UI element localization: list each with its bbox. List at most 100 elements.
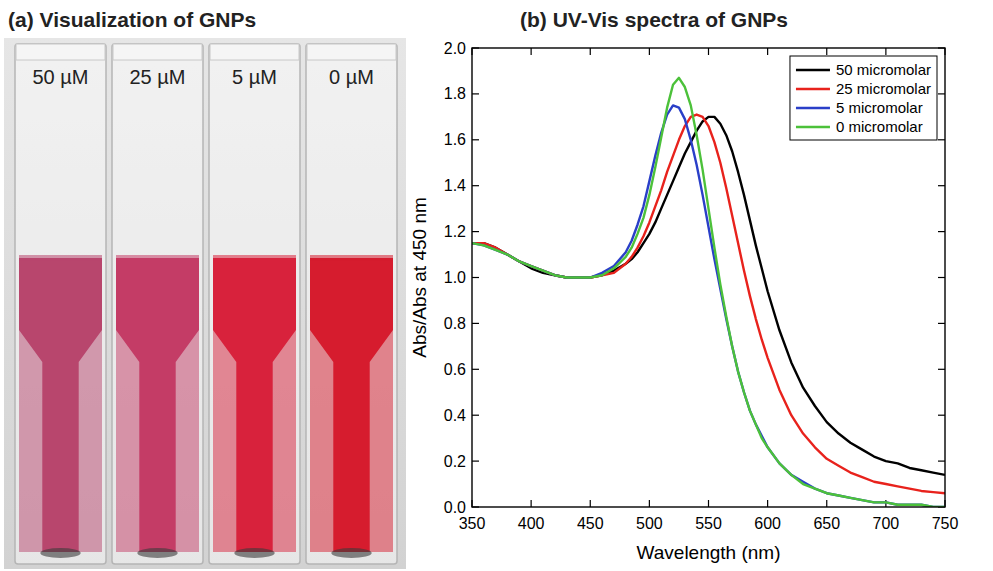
legend-label: 25 micromolar [836,80,931,97]
y-tick-label: 2.0 [444,40,466,57]
y-tick [472,323,479,324]
x-tick-label: 400 [518,515,545,532]
y-tick-right [938,139,945,140]
meniscus [116,255,199,261]
y-tick-right [938,185,945,186]
y-tick-right [938,93,945,94]
x-tick-top [649,48,650,55]
x-tick-label: 650 [813,515,840,532]
plot-lines [472,78,945,507]
y-tick [472,461,479,462]
liquid [19,258,102,552]
photo-background [4,38,406,569]
x-tick-label: 700 [873,515,900,532]
y-tick [472,139,479,140]
chart-panel: (b) UV-Vis spectra of GNPs 350 400 450 500 55… [409,8,958,563]
spectrum-line [472,78,945,507]
sample-label: 5 µM [232,66,277,88]
liquid [310,258,393,552]
panel-title: (a) Visualization of GNPs [8,8,256,31]
sample-label: 50 µM [33,66,89,88]
legend-key [796,107,830,110]
x-tick-top [531,48,532,55]
cuvette-body [15,44,106,564]
x-tick-top [767,48,768,55]
y-tick-right [938,461,945,462]
x-tick-top [885,48,886,55]
legend-key [796,88,830,91]
x-tick [531,500,532,507]
y-tick [472,185,479,186]
cuvette-cap [307,44,396,60]
x-tick-top [708,48,709,55]
legend-key [796,69,830,72]
y-tick [472,415,479,416]
y-tick-label: 0.6 [444,361,466,378]
meniscus [310,255,393,261]
cuvette-body [306,44,397,564]
cuvette: 50 µM [15,44,106,564]
cuvette-cap [210,44,299,60]
x-tick-label: 500 [636,515,663,532]
x-axis-title: Wavelength (nm) [637,542,781,563]
legend-label: 0 micromolar [836,118,923,135]
cuvette-body [112,44,203,564]
legend-key [796,126,830,129]
cuvette-base [331,548,371,558]
y-tick [472,277,479,278]
x-tick [649,500,650,507]
x-tick [708,500,709,507]
liquid [116,258,199,552]
y-tick-right [938,369,945,370]
x-tick-top [826,48,827,55]
x-tick [826,500,827,507]
y-tick-label: 0.2 [444,453,466,470]
cuvette-cap [16,44,105,60]
legend-label: 50 micromolar [836,61,931,78]
y-tick-label: 1.4 [444,177,466,194]
y-tick-right [938,277,945,278]
plot-frame [472,48,945,507]
legend: 50 micromolar 25 micromolar 5 micromolar 0 … [790,56,937,140]
y-tick-label: 0.8 [444,315,466,332]
spectrum-line [472,115,945,494]
y-tick-label: 1.8 [444,85,466,102]
cuvette-body [209,44,300,564]
legend-label: 5 micromolar [836,99,923,116]
y-tick-label: 1.6 [444,131,466,148]
cuvette-base [137,548,177,558]
y-axis-title: Abs/Abs at 450 nm [409,197,430,358]
photo-panel: (a) Visualization of GNPs 50 µM 25 µM 5 µM 0… [4,8,406,569]
meniscus [213,255,296,261]
legend-box [790,56,937,140]
spectrum-line [472,105,945,507]
cuvette: 5 µM [209,44,300,564]
y-tick-right [938,415,945,416]
cuvette-base [40,548,80,558]
y-tick-label: 0.0 [444,499,466,516]
y-tick-right [938,323,945,324]
y-tick [472,231,479,232]
figure: (a) Visualization of GNPs 50 µM 25 µM 5 µM 0… [0,0,993,571]
y-tick [472,93,479,94]
x-tick-top [590,48,591,55]
x-tick-label: 450 [577,515,604,532]
sample-label: 25 µM [130,66,186,88]
y-tick-label: 1.2 [444,223,466,240]
x-tick [767,500,768,507]
cuvette: 25 µM [112,44,203,564]
spectrum-line [472,117,945,475]
x-tick-label: 550 [695,515,722,532]
liquid [213,258,296,552]
x-tick-label: 350 [459,515,486,532]
y-tick-right [938,231,945,232]
x-tick-label: 600 [754,515,781,532]
panel-title: (b) UV-Vis spectra of GNPs [520,8,788,31]
x-tick [590,500,591,507]
cuvette-base [234,548,274,558]
sample-label: 0 µM [329,66,374,88]
cuvette-cap [113,44,202,60]
cuvette: 0 µM [306,44,397,564]
y-tick [472,369,479,370]
y-tick-label: 1.0 [444,269,466,286]
